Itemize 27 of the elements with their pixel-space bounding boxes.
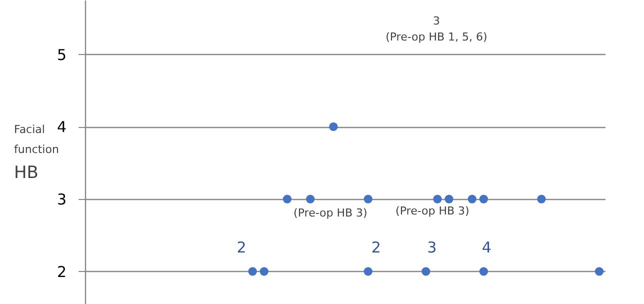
annotation: 3 (Pre-op HB 1, 5, 6) bbox=[386, 14, 488, 44]
point bbox=[433, 194, 442, 204]
point bbox=[479, 194, 488, 204]
y-tick-label: 4 bbox=[56, 118, 66, 136]
annotation: 3 bbox=[427, 238, 437, 257]
y-tick-label: 5 bbox=[56, 46, 66, 64]
annotation: 2 bbox=[371, 238, 381, 257]
point bbox=[248, 267, 257, 276]
point bbox=[282, 194, 292, 204]
point bbox=[260, 267, 268, 276]
point bbox=[444, 194, 454, 204]
point bbox=[537, 194, 546, 204]
point bbox=[306, 194, 315, 204]
annotation: 4 bbox=[482, 238, 492, 257]
point bbox=[422, 267, 430, 276]
point bbox=[364, 267, 372, 276]
y-axis-title: Facial function HB bbox=[14, 123, 59, 183]
y-tick-label: 3 bbox=[56, 190, 66, 209]
point bbox=[479, 267, 488, 276]
y-tick-label: 2 bbox=[56, 262, 66, 281]
annotation: (Pre-op HB 3) bbox=[396, 204, 470, 218]
point bbox=[468, 194, 476, 204]
annotation: 2 bbox=[236, 238, 246, 257]
point bbox=[329, 122, 338, 131]
point bbox=[364, 194, 372, 204]
annotation: (Pre-op HB 3) bbox=[294, 206, 368, 220]
point bbox=[594, 267, 604, 276]
